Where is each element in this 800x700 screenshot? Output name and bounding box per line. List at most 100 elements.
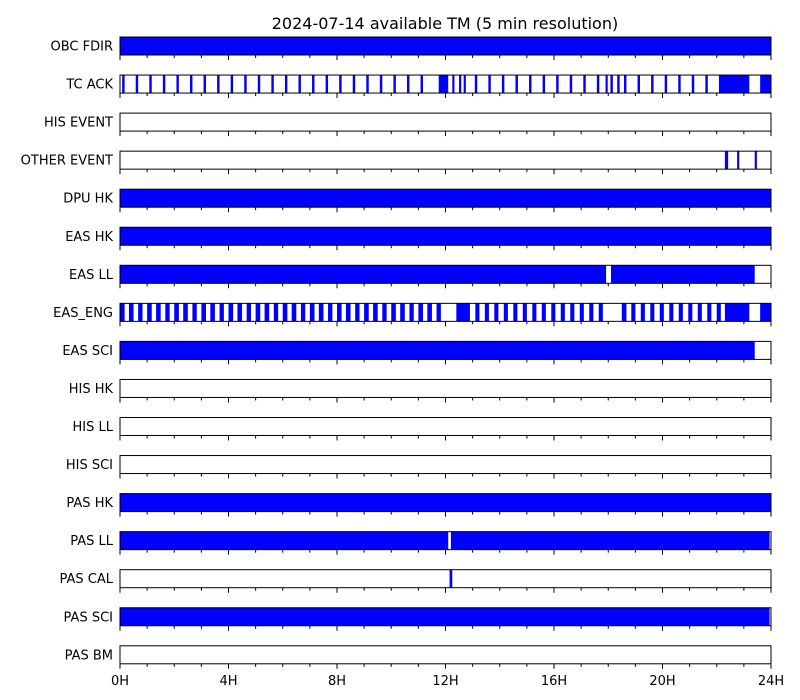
- availability-bar: [760, 75, 771, 94]
- availability-bar: [474, 75, 478, 94]
- availability-bar: [569, 75, 573, 94]
- availability-bar: [257, 75, 261, 94]
- row-frame: [119, 378, 772, 398]
- availability-bar: [325, 75, 329, 94]
- row-label: EAS_ENG: [53, 306, 113, 321]
- availability-bar: [541, 303, 546, 322]
- availability-bar: [542, 75, 546, 94]
- availability-bar: [345, 303, 351, 322]
- availability-bar: [284, 75, 288, 94]
- availability-bar: [393, 75, 396, 94]
- availability-bar: [271, 75, 274, 94]
- availability-bar: [300, 303, 306, 322]
- row-label: OBC FDIR: [51, 40, 114, 55]
- availability-bar: [120, 37, 771, 55]
- x-tick-label: 0H: [111, 674, 129, 689]
- availability-bar: [438, 75, 449, 94]
- availability-bar: [452, 75, 455, 94]
- availability-bar: [120, 493, 771, 512]
- availability-bar: [244, 75, 247, 94]
- x-tick-label: 20H: [649, 674, 675, 689]
- availability-bar: [532, 303, 537, 322]
- availability-bar: [282, 303, 288, 322]
- availability-bar: [298, 75, 301, 94]
- availability-bar: [120, 341, 755, 360]
- availability-bar: [560, 303, 565, 322]
- availability-bar: [570, 303, 575, 322]
- chart-title: 2024-07-14 available TM (5 min resolutio…: [272, 14, 618, 33]
- availability-bar: [760, 303, 771, 322]
- availability-bar: [621, 303, 627, 322]
- availability-bar: [264, 303, 270, 322]
- availability-bar: [120, 531, 449, 550]
- availability-bar: [255, 303, 261, 322]
- availability-bar: [637, 75, 640, 94]
- row-eas-hk: EAS HK: [65, 226, 772, 251]
- availability-bar: [450, 531, 770, 550]
- availability-bar: [355, 303, 360, 322]
- availability-bar: [579, 303, 584, 322]
- availability-bar: [610, 75, 613, 94]
- availability-bar: [651, 75, 654, 94]
- availability-bar: [503, 303, 508, 322]
- availability-bar: [409, 303, 414, 322]
- row-frame: [119, 150, 772, 170]
- row-label: EAS LL: [69, 268, 114, 283]
- x-axis: 0H 4H 8H 12H 16H 20H 24H: [111, 674, 784, 689]
- availability-bar: [463, 75, 466, 94]
- availability-bar: [309, 303, 315, 322]
- availability-bar: [449, 569, 453, 588]
- availability-bar: [230, 75, 234, 94]
- availability-bar: [156, 303, 161, 322]
- availability-bar: [697, 303, 702, 322]
- availability-bar: [291, 303, 297, 322]
- availability-bar: [494, 303, 499, 322]
- availability-bar: [400, 303, 405, 322]
- availability-bar: [420, 75, 423, 94]
- availability-bar: [724, 303, 750, 322]
- availability-bar: [737, 151, 740, 170]
- availability-bar: [589, 303, 594, 322]
- row-label: PAS BM: [65, 648, 113, 663]
- row-eas-eng: EAS_ENG: [53, 302, 772, 327]
- availability-bar: [650, 303, 655, 322]
- availability-bar: [556, 75, 559, 94]
- availability-bar: [640, 303, 645, 322]
- availability-bar: [189, 75, 193, 94]
- availability-bar: [120, 189, 771, 208]
- availability-bar: [515, 75, 518, 94]
- availability-bar: [183, 303, 188, 322]
- row-frame: [119, 569, 772, 589]
- x-tick-label: 24H: [758, 674, 784, 689]
- availability-bar: [174, 303, 179, 322]
- availability-bar: [754, 151, 757, 170]
- availability-bar: [373, 303, 378, 322]
- availability-bar: [596, 75, 600, 94]
- row-obc-fdir: OBC FDIR: [51, 36, 772, 60]
- availability-bar: [120, 227, 771, 246]
- row-label: HIS LL: [73, 420, 114, 435]
- row-frame: [119, 455, 772, 475]
- availability-bar: [529, 75, 532, 94]
- availability-bar: [246, 303, 252, 322]
- availability-bar: [664, 75, 668, 94]
- availability-bar: [551, 303, 556, 322]
- row-his-ll: HIS LL: [73, 417, 772, 441]
- availability-bar: [406, 75, 410, 94]
- row-pas-hk: PAS HK: [66, 493, 772, 517]
- row-eas-sci: EAS SCI: [62, 340, 772, 365]
- row-other-event: OTHER EVENT: [21, 150, 772, 175]
- availability-bar: [147, 303, 152, 322]
- availability-bar: [217, 75, 220, 94]
- availability-bar: [228, 303, 234, 322]
- availability-bar: [678, 303, 683, 322]
- availability-bar: [707, 303, 712, 322]
- availability-bar: [192, 303, 197, 322]
- row-label: OTHER EVENT: [21, 154, 113, 169]
- row-eas-ll: EAS LL: [69, 264, 772, 289]
- row-frame: [119, 112, 772, 132]
- row-pas-bm: PAS BM: [65, 645, 772, 669]
- availability-bar: [219, 303, 224, 322]
- availability-bar: [716, 303, 721, 322]
- availability-bar: [120, 303, 125, 322]
